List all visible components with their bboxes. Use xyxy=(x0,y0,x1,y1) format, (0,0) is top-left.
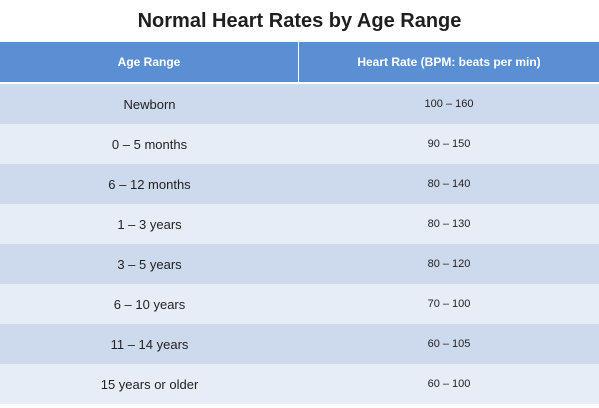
heart-rate-cell: 60 – 100 xyxy=(427,378,471,390)
heart-rate-cell: 70 – 100 xyxy=(427,298,471,310)
age-range-cell: 11 – 14 years xyxy=(110,336,189,352)
heart-rate-cell: 60 – 105 xyxy=(427,338,471,350)
age-range-cell: Newborn xyxy=(123,96,176,112)
column-header-heart-rate: Heart Rate (BPM: beats per min) xyxy=(357,55,541,69)
heart-rate-table: Age Range Heart Rate (BPM: beats per min… xyxy=(0,42,599,404)
table-row: 3 – 5 years 80 – 120 xyxy=(0,244,599,284)
age-range-cell: 15 years or older xyxy=(100,376,199,392)
heart-rate-cell: 90 – 150 xyxy=(427,138,471,150)
page-title: Normal Heart Rates by Age Range xyxy=(137,10,462,32)
table-row: 0 – 5 months 90 – 150 xyxy=(0,124,599,164)
age-range-cell: 1 – 3 years xyxy=(117,216,182,232)
age-range-cell: 6 – 12 months xyxy=(108,176,191,192)
table-row: 11 – 14 years 60 – 105 xyxy=(0,324,599,364)
table-row: 1 – 3 years 80 – 130 xyxy=(0,204,599,244)
heart-rate-cell: 80 – 140 xyxy=(427,178,471,190)
table-row: 6 – 10 years 70 – 100 xyxy=(0,284,599,324)
heart-rate-cell: 80 – 130 xyxy=(427,218,471,230)
age-range-cell: 3 – 5 years xyxy=(117,256,182,272)
table-row: 15 years or older 60 – 100 xyxy=(0,364,599,404)
table-header-row: Age Range Heart Rate (BPM: beats per min… xyxy=(0,42,599,82)
column-header-age-range: Age Range xyxy=(0,42,299,82)
age-range-cell: 0 – 5 months xyxy=(111,136,188,152)
heart-rate-cell: 80 – 120 xyxy=(427,258,471,270)
table-row: Newborn 100 – 160 xyxy=(0,84,599,124)
heart-rate-cell: 100 – 160 xyxy=(424,98,474,110)
table-row: 6 – 12 months 80 – 140 xyxy=(0,164,599,204)
age-range-cell: 6 – 10 years xyxy=(113,296,186,312)
header-divider xyxy=(0,82,599,84)
